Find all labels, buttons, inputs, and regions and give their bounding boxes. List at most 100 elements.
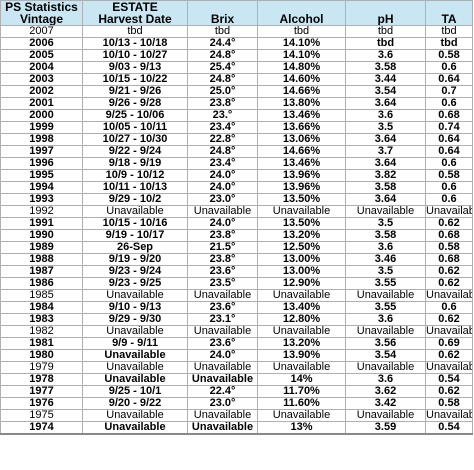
ta-cell: Unavailable: [425, 361, 473, 374]
brix-cell: 23.0°: [187, 397, 258, 410]
table-row: 1996 9/18 - 9/19 23.4° 13.46% 3.64 0.6: [0, 157, 473, 170]
ph-cell: 3.6: [345, 313, 426, 326]
harvest-date-cell: 9/25 - 10/1: [82, 385, 188, 398]
alcohol-cell: 13.46%: [257, 157, 346, 170]
ph-cell: 3.58: [345, 229, 426, 242]
harvest-date-cell: Unavailable: [82, 325, 188, 338]
ph-cell: 3.6: [345, 49, 426, 62]
ph-cell: 3.5: [345, 121, 426, 134]
brix-cell: Unavailable: [187, 205, 258, 218]
vintage-cell: 1988: [0, 253, 83, 266]
ta-cell: 0.62: [425, 217, 473, 230]
ph-cell: 3.55: [345, 277, 426, 290]
ta-cell: 0.6: [425, 157, 473, 170]
header-ps-statistics: PS Statistics: [0, 0, 83, 13]
ph-cell: 3.62: [345, 385, 426, 398]
vintage-cell: 1992: [0, 205, 83, 218]
table-row: 2004 9/03 - 9/13 25.4° 14.80% 3.58 0.6: [0, 61, 473, 74]
alcohol-cell: 13.96%: [257, 169, 346, 182]
ph-cell: 3.6: [345, 373, 426, 386]
harvest-date-cell: 9/03 - 9/13: [82, 61, 188, 74]
table-row: 1995 10/9 - 10/12 24.0° 13.96% 3.82 0.58: [0, 169, 473, 182]
brix-cell: 23.0°: [187, 193, 258, 206]
ph-cell: 3.64: [345, 133, 426, 146]
ta-cell: tbd: [425, 37, 473, 50]
harvest-date-cell: 9/19 - 9/20: [82, 253, 188, 266]
ta-cell: 0.54: [425, 373, 473, 386]
ta-cell: 0.62: [425, 265, 473, 278]
ph-cell: 3.56: [345, 337, 426, 350]
ta-cell: 0.58: [425, 397, 473, 410]
ta-cell: 0.64: [425, 145, 473, 158]
vintage-cell: 1990: [0, 229, 83, 242]
alcohol-cell: Unavailable: [257, 409, 346, 422]
brix-cell: 23.5°: [187, 277, 258, 290]
harvest-date-cell: 9/19 - 10/17: [82, 229, 188, 242]
alcohol-cell: Unavailable: [257, 205, 346, 218]
brix-cell: Unavailable: [187, 373, 258, 386]
vintage-cell: 2006: [0, 37, 83, 50]
brix-cell: 24.0°: [187, 181, 258, 194]
ph-cell: 3.64: [345, 193, 426, 206]
ph-cell: 3.59: [345, 421, 426, 435]
vintage-cell: 2003: [0, 73, 83, 86]
ph-cell: tbd: [345, 25, 426, 38]
table-row: 1986 9/23 - 9/25 23.5° 12.90% 3.55 0.62: [0, 277, 473, 290]
ta-cell: 0.58: [425, 169, 473, 182]
ph-cell: 3.6: [345, 241, 426, 254]
vintage-cell: 1974: [0, 421, 83, 435]
brix-cell: 24.0°: [187, 217, 258, 230]
ph-cell: 3.82: [345, 169, 426, 182]
harvest-date-cell: Unavailable: [82, 361, 188, 374]
alcohol-cell: 14%: [257, 373, 346, 386]
alcohol-cell: 12.80%: [257, 313, 346, 326]
table-row: 1994 10/11 - 10/13 24.0° 13.96% 3.58 0.6: [0, 181, 473, 194]
vintage-cell: 1976: [0, 397, 83, 410]
ph-cell: 3.44: [345, 73, 426, 86]
table-row: 2005 10/10 - 10/27 24.8° 14.10% 3.6 0.58: [0, 49, 473, 62]
table-row: 1987 9/23 - 9/24 23.6° 13.00% 3.5 0.62: [0, 265, 473, 278]
brix-cell: 22.4°: [187, 385, 258, 398]
ta-cell: 0.74: [425, 121, 473, 134]
brix-cell: Unavailable: [187, 289, 258, 302]
alcohol-cell: 14.60%: [257, 73, 346, 86]
ta-cell: 0.69: [425, 337, 473, 350]
table-row: 1988 9/19 - 9/20 23.8° 13.00% 3.46 0.68: [0, 253, 473, 266]
ph-cell: Unavailable: [345, 361, 426, 374]
vintage-cell: 1978: [0, 373, 83, 386]
harvest-date-cell: Unavailable: [82, 289, 188, 302]
harvest-date-cell: 10/11 - 10/13: [82, 181, 188, 194]
ta-cell: 0.62: [425, 313, 473, 326]
ta-cell: 0.54: [425, 421, 473, 435]
harvest-date-cell: 9/10 - 9/13: [82, 301, 188, 314]
header-harvest-date: Harvest Date: [82, 13, 188, 26]
vintage-cell: 1987: [0, 265, 83, 278]
harvest-date-cell: 10/13 - 10/18: [82, 37, 188, 50]
header-blank-alcohol: [257, 0, 346, 13]
alcohol-cell: 14.10%: [257, 37, 346, 50]
ph-cell: 3.64: [345, 157, 426, 170]
alcohol-cell: 13.20%: [257, 337, 346, 350]
table-row: 1992 Unavailable Unavailable Unavailable Una…: [0, 205, 473, 218]
brix-cell: 24.0°: [187, 349, 258, 362]
alcohol-cell: Unavailable: [257, 361, 346, 374]
table-row: 1979 Unavailable Unavailable Unavailable Una…: [0, 361, 473, 374]
alcohol-cell: 13.20%: [257, 229, 346, 242]
table-header: PS Statistics ESTATE Vintage Harvest Dat…: [0, 0, 473, 26]
ta-cell: 0.68: [425, 229, 473, 242]
harvest-date-cell: 10/10 - 10/27: [82, 49, 188, 62]
table-row: 1983 9/29 - 9/30 23.1° 12.80% 3.6 0.62: [0, 313, 473, 326]
vintage-cell: 1991: [0, 217, 83, 230]
table-row: 2000 9/25 - 10/06 23.° 13.46% 3.6 0.68: [0, 109, 473, 122]
brix-cell: 24.4°: [187, 37, 258, 50]
harvest-date-cell: 10/27 - 10/30: [82, 133, 188, 146]
harvest-date-cell: 10/15 - 10/16: [82, 217, 188, 230]
table-body: 2007 tbd tbd tbd tbd tbd 2006 10/13 - 10/18 24.4…: [0, 25, 473, 435]
ta-cell: 0.62: [425, 277, 473, 290]
vintage-cell: 1995: [0, 169, 83, 182]
table-row: 1999 10/05 - 10/11 23.4° 13.66% 3.5 0.74: [0, 121, 473, 134]
harvest-date-cell: 9/25 - 10/06: [82, 109, 188, 122]
table-row: 2007 tbd tbd tbd tbd tbd: [0, 25, 473, 38]
brix-cell: Unavailable: [187, 409, 258, 422]
ta-cell: 0.62: [425, 349, 473, 362]
